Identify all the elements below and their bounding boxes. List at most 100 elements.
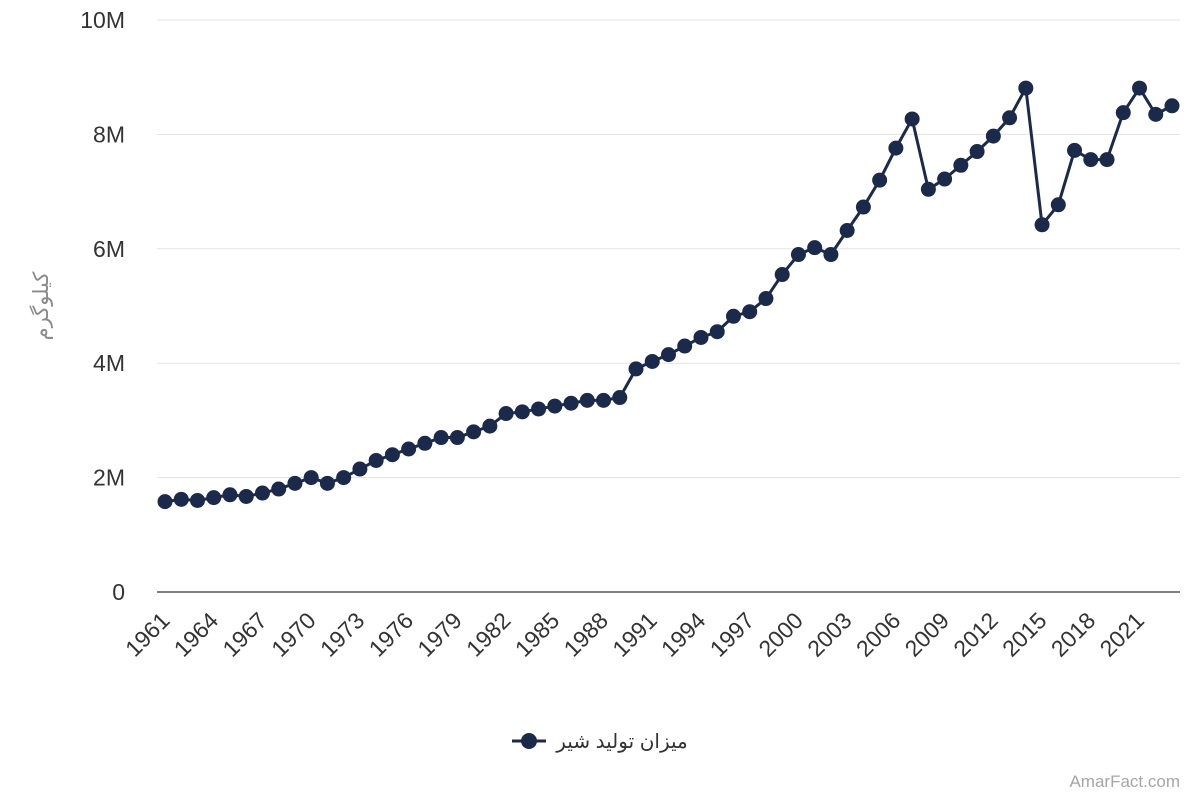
- x-tick-label: 1982: [461, 607, 516, 662]
- x-tick-label: 1991: [607, 607, 662, 662]
- x-tick-label: 2018: [1046, 607, 1101, 662]
- data-point[interactable]: [823, 247, 839, 263]
- x-tick-label: 1970: [266, 607, 321, 662]
- data-point[interactable]: [287, 475, 303, 491]
- data-point[interactable]: [1050, 197, 1066, 213]
- data-point[interactable]: [937, 171, 953, 187]
- data-point[interactable]: [189, 492, 205, 508]
- data-point[interactable]: [319, 475, 335, 491]
- data-point[interactable]: [612, 390, 628, 406]
- data-point[interactable]: [498, 406, 514, 422]
- data-point[interactable]: [807, 240, 823, 256]
- legend-label: میزان تولید شیر: [556, 730, 688, 753]
- y-tick-label: 0: [112, 579, 125, 605]
- series-line: [164, 86, 1173, 504]
- data-point[interactable]: [709, 324, 725, 340]
- x-tick-label: 1994: [656, 607, 711, 662]
- data-point[interactable]: [222, 487, 238, 503]
- x-tick-label: 1973: [315, 607, 370, 662]
- data-point[interactable]: [1067, 142, 1083, 158]
- legend-marker-icon: [512, 733, 547, 749]
- data-point[interactable]: [725, 308, 741, 324]
- data-point[interactable]: [254, 485, 270, 501]
- data-point[interactable]: [888, 140, 904, 156]
- data-point[interactable]: [531, 401, 547, 417]
- data-point[interactable]: [1115, 105, 1131, 121]
- data-point[interactable]: [969, 144, 985, 160]
- data-point[interactable]: [206, 490, 222, 506]
- data-point[interactable]: [872, 172, 888, 188]
- x-tick-label: 2021: [1094, 607, 1149, 662]
- legend: میزان تولید شیر: [0, 728, 1200, 754]
- data-point[interactable]: [693, 329, 709, 345]
- data-point[interactable]: [758, 291, 774, 307]
- data-point[interactable]: [271, 481, 287, 497]
- x-tick-label: 2003: [802, 607, 857, 662]
- data-point[interactable]: [661, 347, 676, 363]
- data-point[interactable]: [953, 157, 969, 173]
- x-tick-label: 2015: [997, 607, 1052, 662]
- data-point[interactable]: [303, 470, 319, 486]
- data-point[interactable]: [401, 441, 417, 457]
- data-point[interactable]: [352, 461, 368, 477]
- x-tick-label: 1988: [558, 607, 613, 662]
- data-point[interactable]: [1099, 152, 1115, 168]
- x-tick-label: 1961: [120, 607, 175, 662]
- x-tick-label: 1997: [705, 607, 760, 662]
- y-tick-label: 10M: [80, 7, 125, 33]
- series-layer: [157, 80, 1180, 510]
- y-axis-label: کیلوگرم: [29, 272, 53, 341]
- data-point[interactable]: [579, 392, 595, 408]
- data-point[interactable]: [238, 488, 254, 504]
- data-point[interactable]: [1002, 110, 1018, 126]
- x-tick-label: 1985: [510, 607, 565, 662]
- data-point[interactable]: [1148, 106, 1164, 122]
- data-point[interactable]: [985, 128, 1001, 144]
- data-point[interactable]: [774, 267, 790, 283]
- data-point[interactable]: [855, 199, 871, 215]
- data-point[interactable]: [904, 111, 920, 127]
- data-point[interactable]: [596, 392, 612, 408]
- data-point[interactable]: [677, 338, 693, 354]
- x-tick-label: 1964: [169, 607, 224, 662]
- data-point[interactable]: [547, 398, 563, 414]
- watermark: AmarFact.com: [1069, 772, 1180, 791]
- y-tick-label: 2M: [93, 465, 125, 491]
- data-point[interactable]: [417, 435, 433, 451]
- data-point[interactable]: [742, 304, 758, 320]
- data-point[interactable]: [1034, 217, 1050, 233]
- data-point[interactable]: [384, 447, 400, 463]
- data-point[interactable]: [628, 361, 644, 377]
- x-tick-label: 2012: [948, 607, 1003, 662]
- data-point[interactable]: [920, 181, 936, 197]
- y-axis-ticks: 0 2M 4M 6M 8M 10M: [80, 7, 125, 605]
- x-tick-label: 1979: [412, 607, 467, 662]
- data-point[interactable]: [1018, 80, 1034, 96]
- data-point[interactable]: [839, 223, 855, 238]
- data-point[interactable]: [433, 430, 449, 446]
- y-tick-label: 6M: [93, 236, 125, 262]
- x-tick-label: 1976: [364, 607, 419, 662]
- data-point[interactable]: [1083, 152, 1099, 168]
- x-tick-label: 1967: [217, 607, 272, 662]
- data-point[interactable]: [790, 247, 806, 263]
- data-point[interactable]: [514, 404, 530, 420]
- data-point[interactable]: [368, 452, 384, 468]
- x-tick-label: 2009: [900, 607, 955, 662]
- data-point[interactable]: [1164, 98, 1180, 114]
- y-tick-label: 4M: [93, 350, 125, 376]
- data-point[interactable]: [1132, 80, 1148, 96]
- data-point[interactable]: [644, 353, 660, 369]
- data-point[interactable]: [173, 491, 189, 507]
- data-point[interactable]: [482, 418, 498, 434]
- data-point[interactable]: [466, 424, 482, 440]
- x-tick-label: 2000: [753, 607, 808, 662]
- data-point[interactable]: [563, 395, 579, 411]
- y-tick-label: 8M: [93, 121, 125, 147]
- data-point[interactable]: [449, 430, 465, 446]
- data-point[interactable]: [336, 470, 352, 486]
- data-point[interactable]: [157, 494, 173, 510]
- legend-item[interactable]: میزان تولید شیر: [512, 729, 688, 754]
- x-axis-ticks: 1961196419671970197319761979198219851988…: [120, 607, 1149, 662]
